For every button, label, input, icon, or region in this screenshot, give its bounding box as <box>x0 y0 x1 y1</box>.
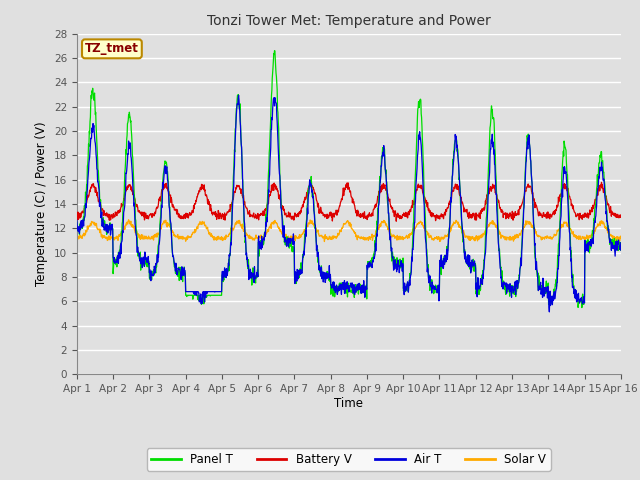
Legend: Panel T, Battery V, Air T, Solar V: Panel T, Battery V, Air T, Solar V <box>147 448 551 471</box>
Y-axis label: Temperature (C) / Power (V): Temperature (C) / Power (V) <box>35 122 48 286</box>
X-axis label: Time: Time <box>334 397 364 410</box>
Text: TZ_tmet: TZ_tmet <box>85 42 139 55</box>
Title: Tonzi Tower Met: Temperature and Power: Tonzi Tower Met: Temperature and Power <box>207 14 491 28</box>
